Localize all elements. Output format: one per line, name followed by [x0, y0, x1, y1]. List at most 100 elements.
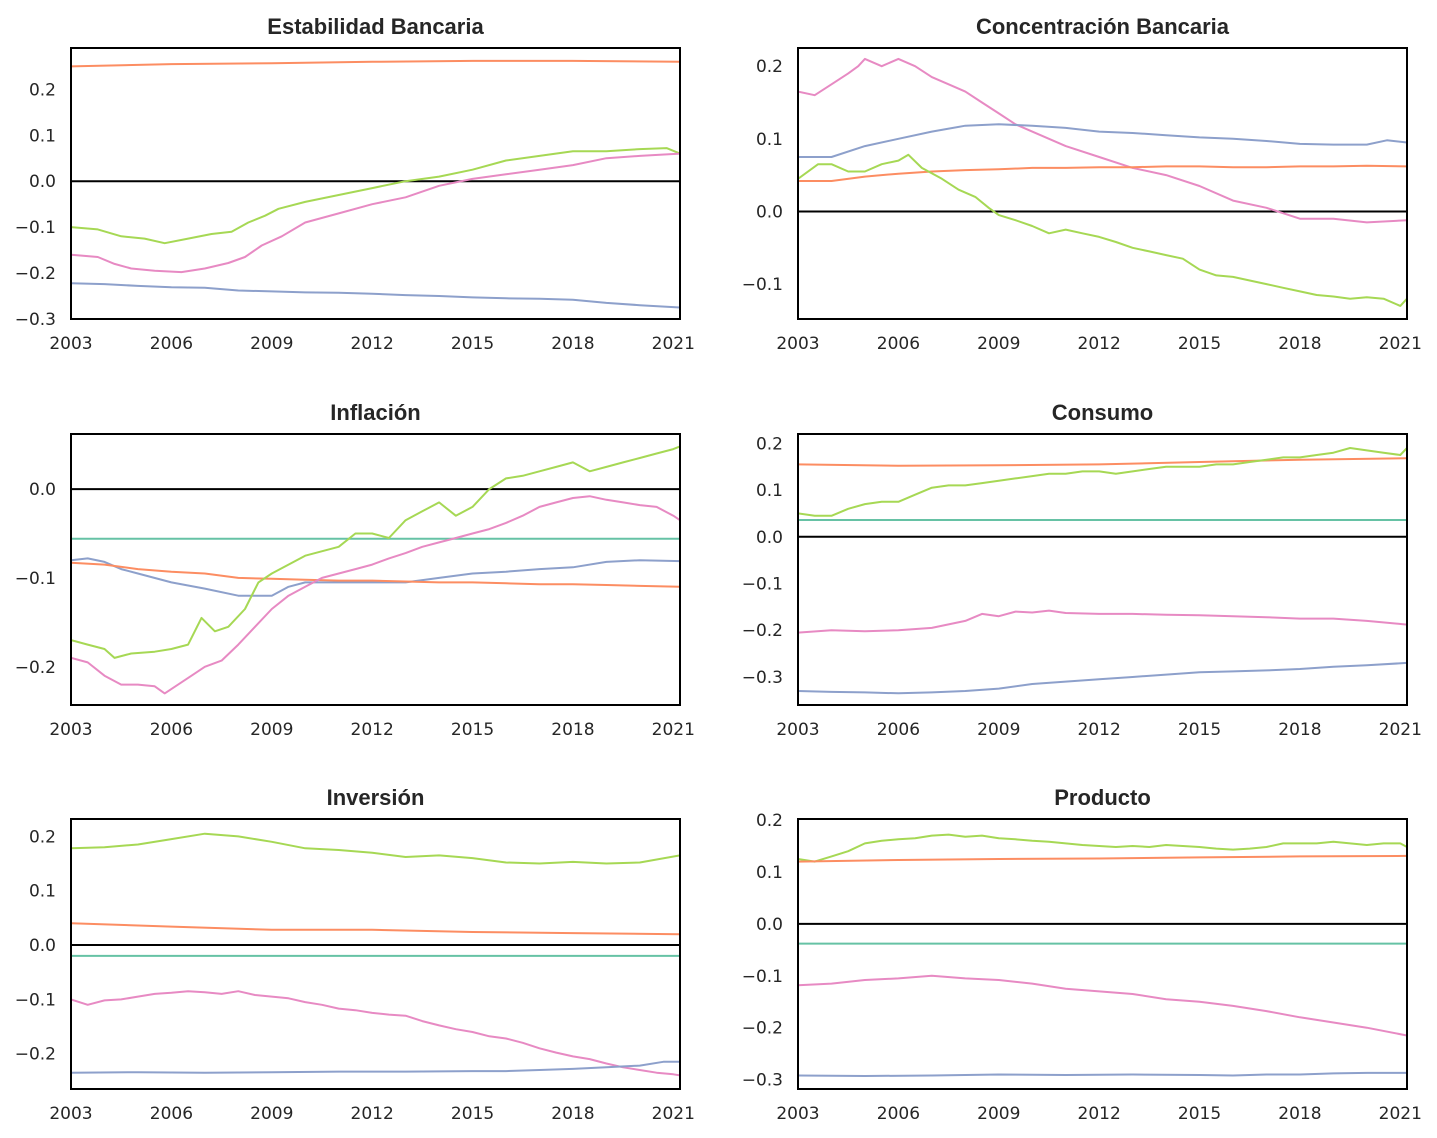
series-line-pink [798, 57, 1407, 224]
series-group [71, 445, 680, 695]
series-line-green [71, 832, 680, 865]
x-tick-label: 2015 [1178, 1104, 1221, 1124]
series-line-green [798, 447, 1407, 517]
y-tick-label: 0.0 [756, 528, 783, 548]
plot-frame [797, 818, 1408, 1090]
panel-title: Inflación [330, 400, 420, 425]
x-tick-label: 2021 [652, 334, 695, 354]
x-tick-label: 2003 [776, 720, 819, 740]
y-tick-label: 0.2 [29, 80, 56, 100]
y-tick-label: 0.1 [756, 863, 783, 883]
x-tick-label: 2021 [1379, 720, 1422, 740]
series-line-blue [798, 123, 1407, 158]
x-tick-label: 2003 [49, 1104, 92, 1124]
plot-frame [70, 47, 681, 320]
x-tick-label: 2018 [1278, 720, 1321, 740]
x-tick-label: 2003 [776, 1104, 819, 1124]
x-tick-label: 2009 [250, 334, 293, 354]
y-tick-label: −0.1 [15, 218, 56, 238]
panel-6: Producto 2003 2006 2009 2012 2015 2018 2021 −0.3… [742, 785, 1422, 1124]
y-tick-label: 0.2 [29, 827, 56, 847]
x-tick-label: 2021 [652, 720, 695, 740]
series-line-pink [798, 609, 1407, 634]
y-tick-label: −0.2 [15, 1045, 56, 1065]
y-tick-label: 0.1 [29, 126, 56, 146]
y-tick-label: 0.0 [756, 202, 783, 222]
series-line-orange [798, 854, 1407, 863]
y-tick-label: −0.2 [15, 264, 56, 284]
x-tick-label: 2021 [1379, 1104, 1422, 1124]
x-tick-label: 2021 [1379, 334, 1422, 354]
x-tick-label: 2009 [977, 334, 1020, 354]
y-tick-label: 0.2 [756, 57, 783, 77]
panel-title: Consumo [1052, 400, 1153, 425]
x-tick-label: 2006 [150, 720, 193, 740]
series-line-orange [71, 922, 680, 936]
series-line-blue [798, 661, 1407, 695]
series-line-orange [798, 457, 1407, 467]
series-line-pink [71, 495, 680, 695]
y-tick-label: 0.0 [29, 480, 56, 500]
x-tick-label: 2012 [351, 720, 394, 740]
series-group [798, 57, 1407, 307]
series-line-green [798, 153, 1407, 307]
x-tick-label: 2006 [877, 720, 920, 740]
y-tick-label: −0.1 [15, 569, 56, 589]
x-tick-label: 2006 [877, 334, 920, 354]
x-tick-label: 2018 [551, 1104, 594, 1124]
series-line-orange [798, 164, 1407, 182]
series-line-orange [71, 59, 680, 68]
y-tick-label: 0.2 [756, 434, 783, 454]
series-group [71, 59, 680, 309]
x-tick-label: 2015 [1178, 334, 1221, 354]
panel-title: Estabilidad Bancaria [267, 14, 484, 39]
y-tick-label: 0.1 [756, 481, 783, 501]
series-line-blue [71, 557, 680, 597]
x-tick-label: 2018 [1278, 1104, 1321, 1124]
x-tick-label: 2018 [1278, 334, 1321, 354]
panel-1: Estabilidad Bancaria 2003 2006 2009 2012 2015… [15, 14, 695, 354]
series-line-green [798, 833, 1407, 863]
x-tick-label: 2012 [351, 1104, 394, 1124]
y-tick-label: −0.2 [742, 1019, 783, 1039]
x-tick-label: 2003 [49, 334, 92, 354]
x-tick-label: 2009 [977, 720, 1020, 740]
x-tick-label: 2012 [1078, 1104, 1121, 1124]
panel-title: Producto [1054, 785, 1151, 810]
series-line-orange [71, 561, 680, 588]
series-line-blue [71, 1060, 680, 1074]
plot-frame [70, 818, 681, 1090]
y-tick-label: −0.1 [742, 275, 783, 295]
x-tick-label: 2018 [551, 720, 594, 740]
x-tick-label: 2012 [1078, 334, 1121, 354]
y-tick-label: −0.3 [15, 310, 56, 330]
panel-title: Inversión [327, 785, 425, 810]
y-tick-label: 0.2 [756, 811, 783, 831]
panel-3: Inflación 2003 2006 2009 2012 2015 2018 2021 −0.… [15, 400, 695, 740]
y-tick-label: 0.1 [29, 882, 56, 902]
x-tick-label: 2021 [652, 1104, 695, 1124]
x-tick-label: 2012 [351, 334, 394, 354]
series-line-pink [798, 974, 1407, 1037]
y-tick-label: −0.1 [742, 575, 783, 595]
x-tick-label: 2018 [551, 334, 594, 354]
y-tick-label: −0.3 [742, 1071, 783, 1091]
plot-frame [70, 433, 681, 706]
y-tick-label: 0.0 [29, 172, 56, 192]
series-group [798, 447, 1407, 695]
x-tick-label: 2015 [1178, 720, 1221, 740]
x-tick-label: 2009 [977, 1104, 1020, 1124]
x-tick-label: 2006 [877, 1104, 920, 1124]
series-line-green [71, 445, 680, 659]
series-group [71, 832, 680, 1077]
y-tick-label: −0.1 [742, 967, 783, 987]
x-tick-label: 2006 [150, 334, 193, 354]
x-tick-label: 2003 [776, 334, 819, 354]
x-tick-label: 2012 [1078, 720, 1121, 740]
x-tick-label: 2015 [451, 1104, 494, 1124]
panel-2: Concentración Bancaria 2003 2006 2009 2012 20… [742, 14, 1422, 354]
x-tick-label: 2009 [250, 1104, 293, 1124]
plot-frame [797, 433, 1408, 706]
